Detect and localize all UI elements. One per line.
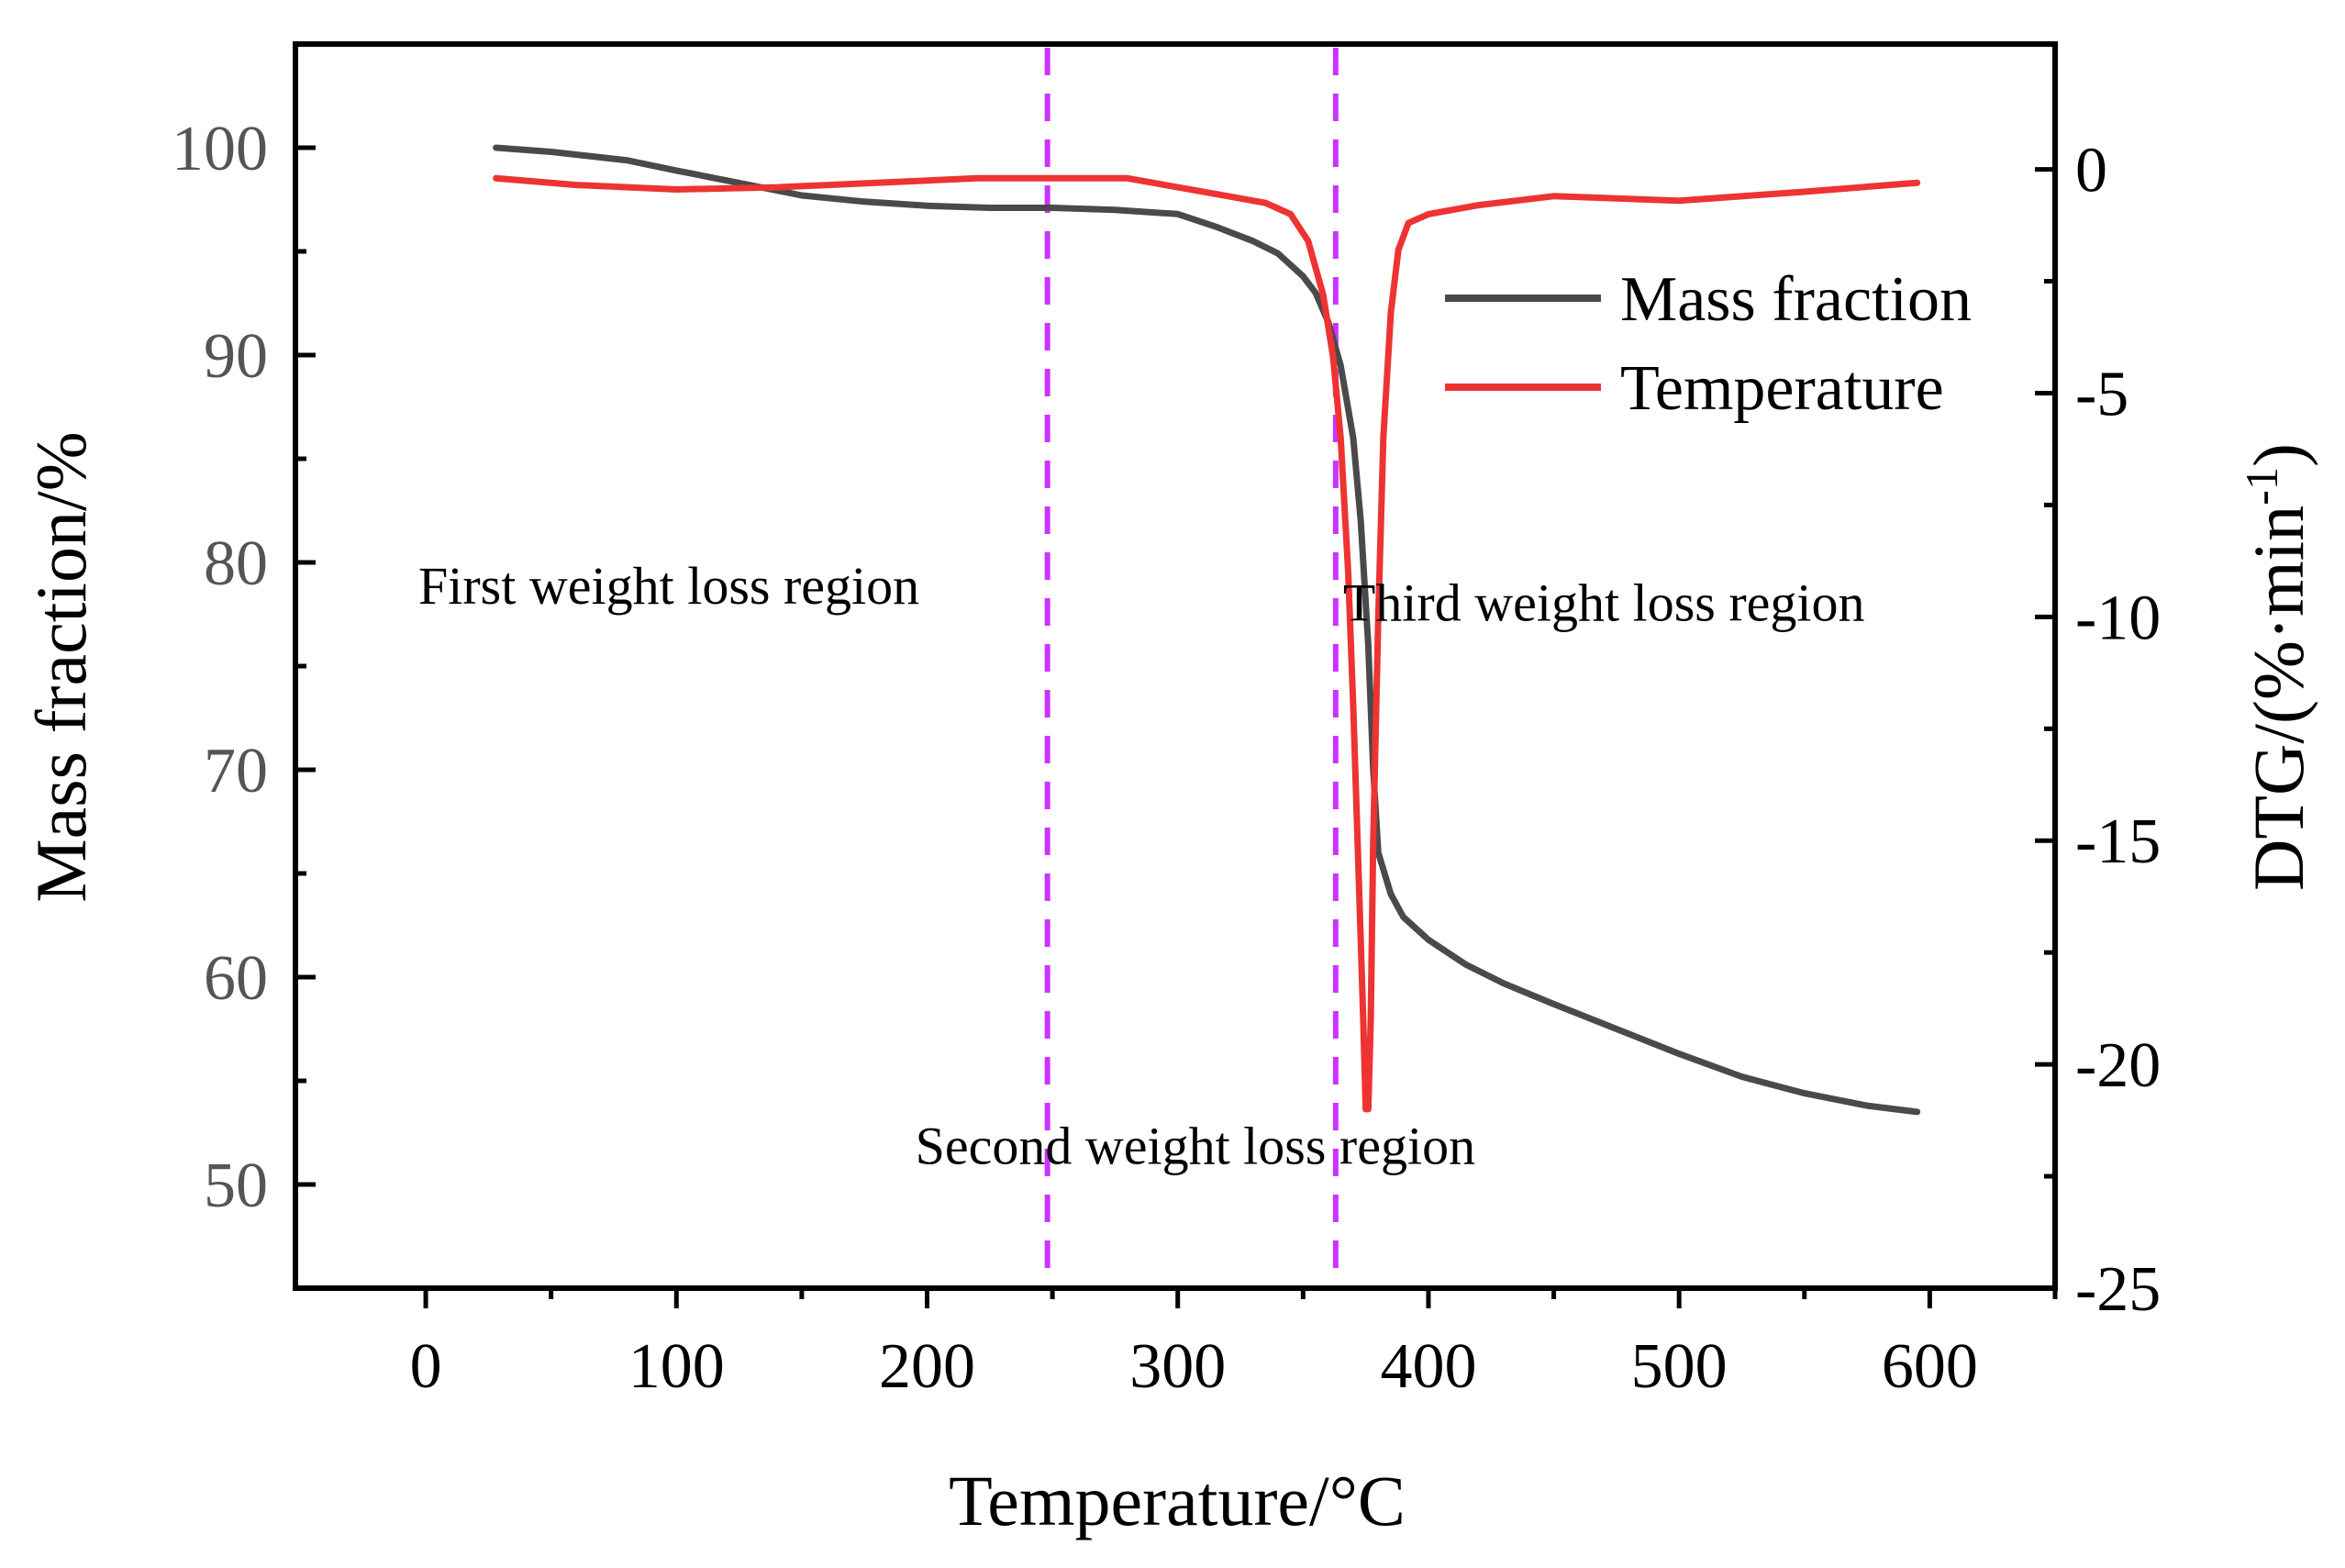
- series-line-temperature: [493, 174, 1921, 1113]
- y-tick-label: 70: [204, 736, 268, 806]
- annotations: First weight loss region Second weight lo…: [418, 556, 1865, 1175]
- y2-tick-label: -10: [2075, 583, 2161, 653]
- plot-marks: [493, 48, 1921, 1284]
- y-tick-label: 100: [172, 114, 268, 184]
- y2-axis-label: DTG/(%·min-1): [2236, 443, 2318, 891]
- x-tick-label: 200: [879, 1331, 975, 1402]
- y2-axis-label-close: ): [2239, 443, 2318, 467]
- x-axis-label: Temperature/°C: [949, 1461, 1406, 1540]
- x-tick-label: 500: [1631, 1331, 1728, 1402]
- x-tick-label: 100: [628, 1331, 725, 1402]
- y-axis-label: Mass fraction/%: [21, 431, 101, 902]
- plot-frame: [293, 41, 2058, 1291]
- y-tick-label: 60: [204, 943, 268, 1014]
- axes: 0 100 200 300 400 500 600 50 60 70 80 90 100 0 -5 -10 -1…: [172, 41, 2161, 1402]
- y2-axis-label-base: DTG/(%·min: [2239, 506, 2318, 891]
- labels: Temperature/°C Mass fraction/% DTG/(%·mi…: [21, 431, 2318, 1540]
- y-tick-label: 80: [204, 528, 268, 599]
- region-annotation: Second weight loss region: [916, 1116, 1476, 1175]
- y2-tick-label: -15: [2075, 806, 2161, 877]
- x-tick-label: 0: [410, 1331, 442, 1402]
- x-tick-label: 300: [1129, 1331, 1226, 1402]
- legend: Mass fraction Temperature: [1445, 264, 1972, 424]
- y2-tick-label: -20: [2075, 1030, 2161, 1101]
- y-tick-label: 50: [204, 1151, 268, 1221]
- series-line-mass-fraction: [493, 144, 1921, 1116]
- x-tick-label: 400: [1380, 1331, 1476, 1402]
- y2-tick-label: -25: [2075, 1254, 2161, 1325]
- region-annotation: First weight loss region: [418, 556, 919, 616]
- region-annotation: Third weight loss region: [1343, 573, 1865, 632]
- y2-axis-label-sup: -1: [2236, 467, 2287, 506]
- legend-label: Temperature: [1620, 353, 1944, 424]
- x-tick-label: 600: [1882, 1331, 1978, 1402]
- legend-label: Mass fraction: [1620, 264, 1972, 335]
- y2-tick-label: 0: [2075, 136, 2107, 206]
- y-tick-label: 90: [204, 321, 268, 392]
- y2-tick-label: -5: [2075, 359, 2128, 429]
